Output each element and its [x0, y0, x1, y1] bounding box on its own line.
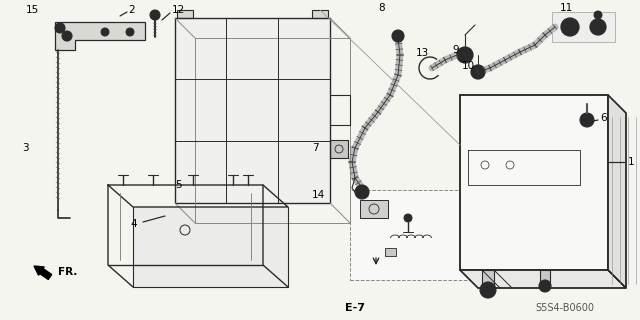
- Text: 9: 9: [452, 45, 459, 55]
- Circle shape: [539, 280, 551, 292]
- Text: FR.: FR.: [58, 267, 77, 277]
- Text: 4: 4: [130, 219, 136, 229]
- Circle shape: [126, 28, 134, 36]
- Circle shape: [355, 185, 369, 199]
- Circle shape: [150, 10, 160, 20]
- Polygon shape: [177, 10, 193, 18]
- Circle shape: [55, 23, 65, 33]
- Bar: [350, 190, 480, 280]
- Circle shape: [62, 31, 72, 41]
- Polygon shape: [133, 207, 288, 287]
- Circle shape: [101, 28, 109, 36]
- Polygon shape: [385, 248, 396, 256]
- Text: 6: 6: [600, 113, 607, 123]
- Polygon shape: [330, 140, 348, 158]
- Polygon shape: [608, 95, 626, 288]
- Circle shape: [594, 11, 602, 19]
- Polygon shape: [360, 200, 388, 218]
- Text: 2: 2: [128, 5, 134, 15]
- Text: 10: 10: [462, 61, 475, 71]
- Circle shape: [480, 282, 496, 298]
- Text: 3: 3: [22, 143, 29, 153]
- Polygon shape: [552, 12, 615, 42]
- Text: 12: 12: [172, 5, 185, 15]
- Text: 7: 7: [312, 143, 319, 153]
- Polygon shape: [55, 22, 145, 50]
- Polygon shape: [312, 10, 328, 18]
- Text: 14: 14: [312, 190, 325, 200]
- Text: 8: 8: [378, 3, 385, 13]
- Polygon shape: [482, 270, 494, 290]
- Text: 5: 5: [175, 180, 182, 190]
- Text: E-7: E-7: [345, 303, 365, 313]
- Text: 11: 11: [560, 3, 573, 13]
- Circle shape: [590, 19, 606, 35]
- FancyArrow shape: [34, 266, 52, 279]
- Text: 13: 13: [416, 48, 429, 58]
- Circle shape: [471, 65, 485, 79]
- Text: 15: 15: [26, 5, 39, 15]
- Circle shape: [580, 113, 594, 127]
- Circle shape: [404, 214, 412, 222]
- Circle shape: [392, 30, 404, 42]
- Circle shape: [457, 47, 473, 63]
- Circle shape: [561, 18, 579, 36]
- Text: S5S4-B0600: S5S4-B0600: [536, 303, 595, 313]
- Polygon shape: [175, 18, 330, 203]
- Polygon shape: [540, 270, 550, 286]
- Polygon shape: [460, 270, 626, 288]
- Text: 1: 1: [628, 157, 635, 167]
- Polygon shape: [460, 95, 608, 270]
